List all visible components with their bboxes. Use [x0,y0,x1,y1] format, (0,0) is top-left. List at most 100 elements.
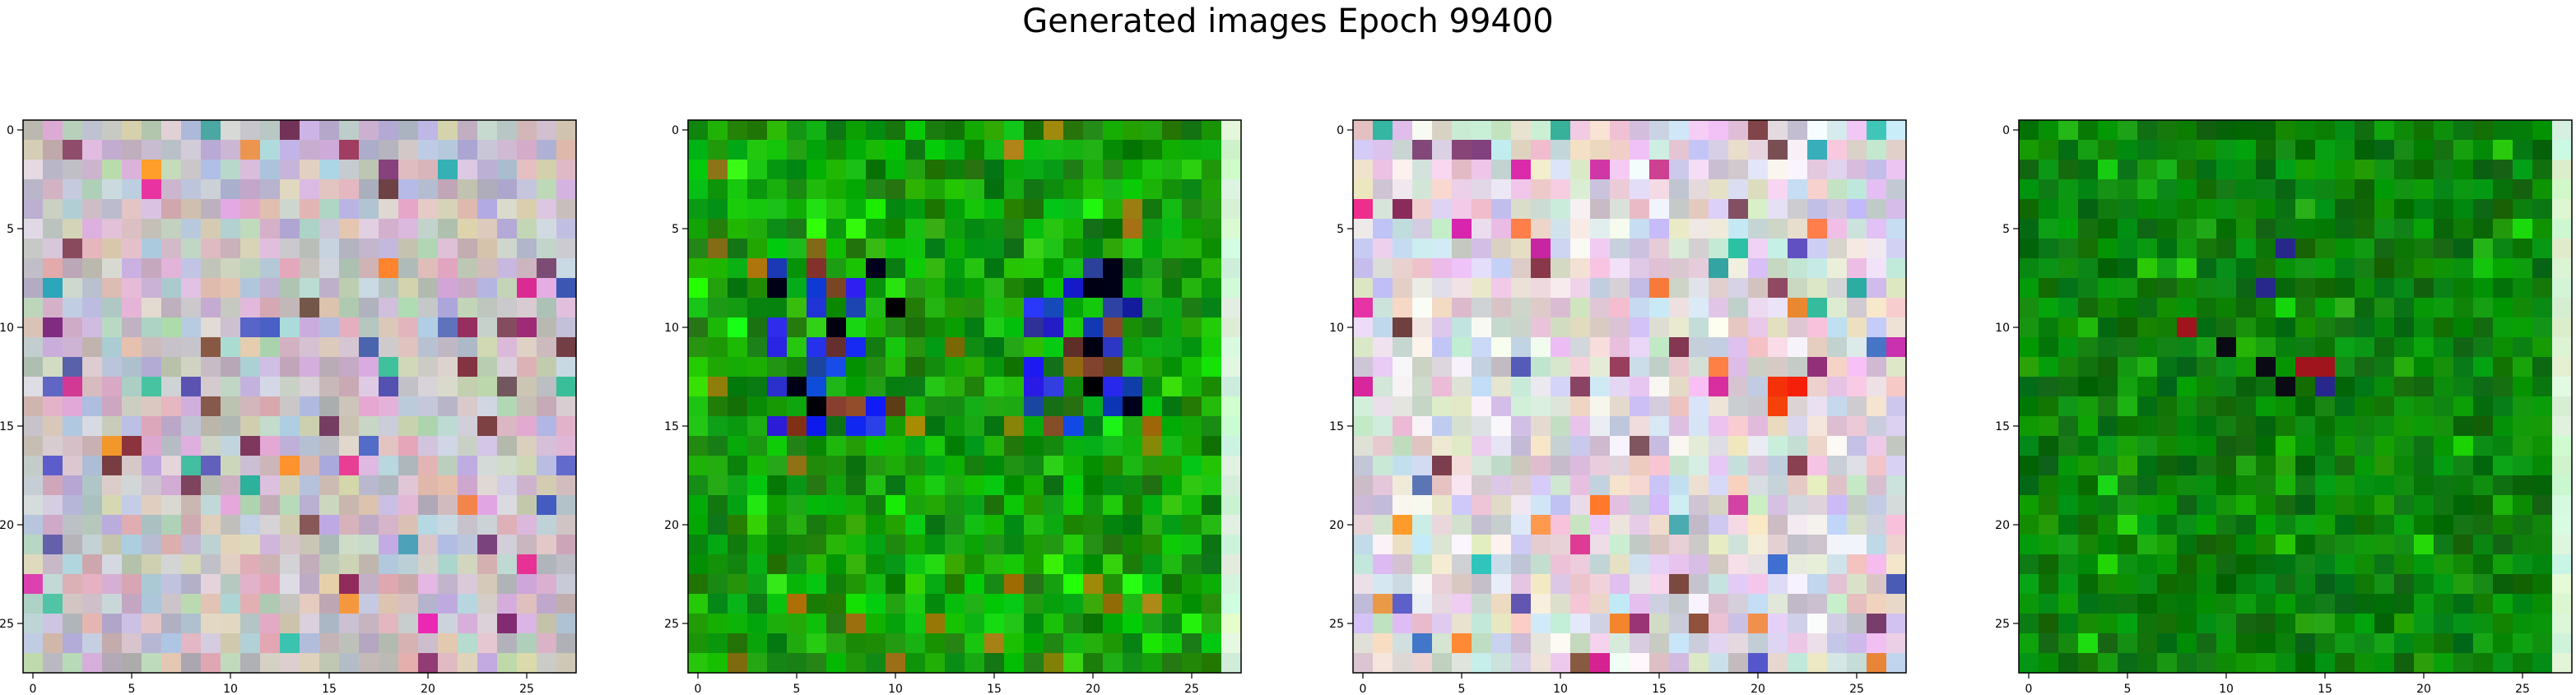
pixel-cell [2177,377,2197,397]
pixel-cell [1847,396,1867,417]
pixel-cell [142,377,162,397]
pixel-cell [1162,495,1183,516]
pixel-cell [1630,515,1650,535]
pixel-cell [102,594,123,614]
pixel-cell [477,456,498,476]
pixel-cell [201,554,221,575]
pixel-cell [2197,377,2217,397]
pixel-cell [2315,219,2336,239]
pixel-cell [945,594,965,614]
pixel-cell [2453,160,2474,180]
pixel-cell [728,140,748,160]
pixel-cell [1847,120,1867,141]
pixel-cell [2295,160,2316,180]
pixel-cell [82,416,103,437]
pixel-cell [2256,219,2276,239]
pixel-cell [122,278,142,299]
pixel-cell [1123,298,1143,318]
pixel-cell [846,179,867,200]
y-tick-label: 10 [0,322,14,335]
pixel-cell [1353,140,1374,160]
pixel-cell [181,337,202,358]
pixel-cell [240,436,261,456]
pixel-cell [1511,515,1532,535]
pixel-cell [945,298,965,318]
pixel-cell [1531,614,1551,634]
pixel-cell [688,337,709,358]
pixel-cell [82,317,103,338]
pixel-cell [280,535,300,555]
pixel-cell [1709,475,1729,496]
x-tick-label: 15 [322,683,337,695]
pixel-cell [1004,140,1025,160]
pixel-cell [1221,456,1242,476]
pixel-cell [2157,377,2178,397]
pixel-cell [2058,535,2079,555]
pixel-cell [2197,219,2217,239]
pixel-cell [905,614,926,634]
pixel-cell [846,456,867,476]
pixel-cell [1827,219,1848,239]
pixel-cell [1551,633,1571,654]
pixel-cell [1142,179,1163,200]
pixel-cell [23,633,44,654]
pixel-cell [477,515,498,535]
pixel-cell [300,515,320,535]
pixel-cell [142,456,162,476]
pixel-cell [2355,495,2375,516]
pixel-cell [2532,456,2553,476]
pixel-cell [537,396,557,417]
pixel-cell [398,653,419,674]
pixel-cell [2058,416,2079,437]
pixel-cell [984,495,1005,516]
pixel-cell [1886,239,1907,259]
pixel-cell [142,653,162,674]
pixel-cell [1182,278,1202,299]
pixel-cell [767,396,788,417]
pixel-cell [2236,614,2257,634]
pixel-cell [1412,219,1433,239]
pixel-cell [1024,436,1044,456]
pixel-cell [2256,515,2276,535]
pixel-cell [846,495,867,516]
pixel-cell [1182,219,1202,239]
pixel-cell [2216,239,2237,259]
pixel-cell [300,140,320,160]
pixel-cell [1669,298,1690,318]
pixel-cell [1432,278,1453,299]
y-tick-label: 20 [0,519,14,532]
pixel-cell [82,495,103,516]
pixel-cell [1162,594,1183,614]
pixel-cell [1847,140,1867,160]
pixel-cell [2374,653,2395,674]
pixel-cell [708,515,728,535]
pixel-cell [1004,199,1025,220]
pixel-cell [984,653,1005,674]
pixel-cell [1162,614,1183,634]
pixel-cell [1867,416,1887,437]
pixel-cell [846,475,867,496]
pixel-cell [2295,653,2316,674]
pixel-cell [398,436,419,456]
pixel-cell [438,416,458,437]
pixel-cell [2493,495,2513,516]
pixel-cell [2058,653,2079,674]
pixel-cell [1063,120,1084,141]
pixel-cell [2355,396,2375,417]
pixel-cell [319,633,340,654]
pixel-cell [339,535,360,555]
pixel-cell [280,614,300,634]
pixel-cell [2414,396,2434,417]
pixel-cell [1649,515,1670,535]
pixel-cell [2414,140,2434,160]
pixel-cell [2197,120,2217,141]
pixel-cell [2276,179,2296,200]
pixel-cell [2058,495,2079,516]
pixel-cell [221,574,241,595]
pixel-cell [2374,475,2395,496]
pixel-cell [1610,357,1630,378]
pixel-cell [866,436,886,456]
pixel-cell [1202,614,1222,634]
pixel-cell [984,377,1005,397]
pixel-cell [1590,436,1611,456]
